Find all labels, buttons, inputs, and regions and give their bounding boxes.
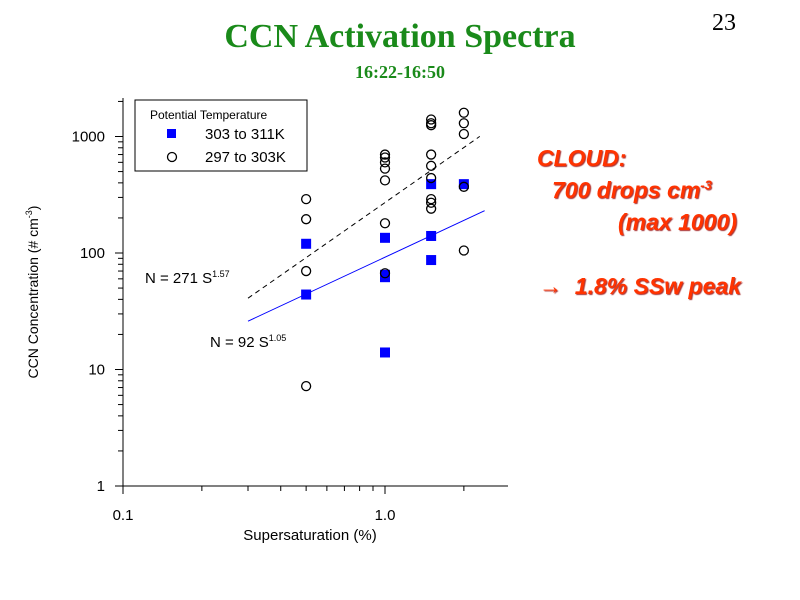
point-297-303k [425,120,437,131]
data-points [300,107,470,392]
point-297-303k [425,160,437,171]
slide-number: 23 [712,10,736,36]
fit-lines [247,135,485,322]
svg-text:N = 271 S1.57: N = 271 S1.57 [145,269,230,287]
point-297-303k [300,193,312,205]
point-297-303k [425,203,437,214]
point-303-311k [458,179,469,190]
legend-box [134,99,308,172]
point-297-303k [425,149,437,160]
axis-ticks: 0.1 1.0 1 10 100 1000 [72,100,465,524]
point-303-311k [426,255,437,266]
point-297-303k [458,245,470,256]
point-297-303k [379,163,391,174]
point-303-311k [301,289,312,300]
point-297-303k [300,214,312,225]
point-297-303k [300,265,312,277]
arrow-right-icon: → [539,273,562,299]
x-axis-label: Supersaturation (%) [243,527,376,544]
point-303-311k [380,232,390,243]
point-297-303k [379,268,391,279]
point-303-311k [301,238,312,249]
x-tick-label: 0.1 [113,507,134,524]
point-303-311k [426,179,437,190]
point-297-303k [379,149,391,160]
legend-entry-303-311: 303 to 311K [205,126,285,143]
fit-label-lower: N = 92 S1.05 [210,333,286,351]
fit-label-upper: N = 271 S1.57 [145,269,230,287]
point-297-303k [379,152,391,163]
point-297-303k [379,218,391,229]
point-297-303k [425,114,437,125]
fit-upper [247,135,481,299]
point-297-303k [458,118,470,129]
point-297-303k [458,181,470,192]
point-297-303k [300,380,312,392]
y-tick-label: 1000 [72,129,105,146]
point-297-303k [379,175,391,186]
point-297-303k [458,107,470,118]
point-303-311k [426,230,437,241]
note-max: (max 1000) [618,209,737,235]
y-axis-label: CCN Concentration (# cm-3) [24,206,41,379]
y-tick-label: 10 [88,362,105,379]
slide-title: CCN Activation Spectra [224,18,576,55]
note-ssw-peak: → 1.8% SSw peak [539,273,741,299]
note-drops: 700 drops cm-3 [552,177,712,203]
y-tick-label: 1 [97,478,105,495]
y-tick-label: 100 [80,245,105,262]
point-303-311k [380,347,390,358]
legend-entry-297-303: 297 to 303K [205,149,286,166]
x-tick-label: 1.0 [375,507,396,524]
point-297-303k [425,172,437,184]
point-297-303k [379,157,391,168]
note-cloud-label: CLOUD: [537,145,627,171]
point-297-303k [425,197,437,208]
slide-subtitle: 16:22-16:50 [355,62,445,82]
legend-marker-square [167,129,176,138]
fit-lower [247,210,485,322]
legend: Potential Temperature 303 to 311K 297 to… [134,99,308,172]
legend-title: Potential Temperature [150,108,268,122]
svg-text:N = 92 S1.05: N = 92 S1.05 [210,333,286,351]
point-297-303k [458,128,470,140]
legend-marker-circle [166,151,178,163]
